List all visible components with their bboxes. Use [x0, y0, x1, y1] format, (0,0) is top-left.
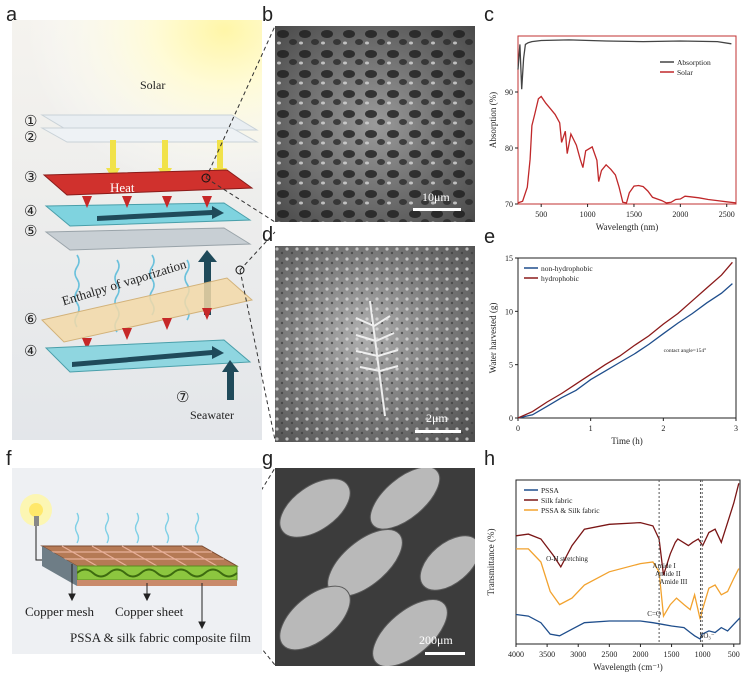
legend-label-0: non-hydrophobic	[541, 264, 593, 273]
mesh-layer	[44, 227, 252, 251]
copper-mesh-label: Copper mesh	[25, 604, 94, 619]
legend-label-0: Absorption	[677, 58, 711, 67]
series-line-0	[517, 39, 732, 90]
heat-label: Heat	[110, 180, 135, 195]
y-axis-label: Transmittance (%)	[486, 529, 496, 596]
plot-frame	[517, 257, 737, 419]
chart-c: 500 1000 1500 2000 2500 70 80 90 Wavelength (nm)…	[488, 35, 737, 232]
x-tick-label: 3000	[570, 650, 586, 659]
panel-a-schematic	[12, 20, 262, 440]
x-tick-label: 500	[728, 650, 740, 659]
marker-3: ③	[24, 170, 38, 186]
ftir-annotation-1: Amide I	[653, 562, 677, 570]
panel-a-label: a	[6, 4, 18, 26]
marker-1: ①	[24, 114, 38, 130]
panel-g-label: g	[262, 448, 274, 470]
legend-label-0: PSSA	[541, 486, 560, 495]
series-line-1	[517, 95, 737, 204]
y-tick-label: 5	[509, 361, 513, 370]
plot-frame	[517, 35, 737, 205]
y-tick-label: 90	[505, 88, 513, 97]
y-axis-label: Absorption (%)	[488, 92, 498, 148]
x-tick-label: 2500	[719, 210, 735, 219]
glass-plate-1	[40, 114, 259, 131]
dendrite	[355, 300, 399, 417]
x-tick-label: 2500	[601, 650, 617, 659]
scale-bar-d: 2μm	[426, 411, 448, 425]
y-axis-label: Water harvested (g)	[488, 303, 498, 374]
ftir-annotation-0: O-H stretching	[546, 555, 588, 563]
series-line-0	[517, 283, 733, 419]
ftir-annotation-2: Amide II	[655, 570, 681, 578]
x-tick-label: 1000	[580, 210, 596, 219]
legend-label-1: Silk fabric	[541, 496, 573, 505]
x-tick-label: 1500	[664, 650, 680, 659]
ftir-annotation-3: Amide III	[660, 578, 688, 586]
absorber-layer	[42, 169, 254, 196]
x-tick-label: 2000	[672, 210, 688, 219]
x-tick-label: 500	[535, 210, 547, 219]
marker-6: ⑥	[24, 312, 38, 328]
panel-f-label: f	[6, 448, 12, 470]
y-tick-label: 80	[505, 144, 513, 153]
plot-frame	[515, 479, 741, 645]
seawater-label: Seawater	[190, 408, 234, 422]
series-line-1	[515, 483, 740, 576]
panel-d-label: d	[262, 224, 274, 246]
chart-h: 4000 3500 3000 2500 2000 1500 1000 500 Wavelengt…	[486, 479, 741, 672]
panel-b-label: b	[262, 4, 274, 26]
x-tick-label: 3	[734, 424, 738, 433]
y-tick-label: 0	[509, 414, 513, 423]
panel-f-schematic	[12, 468, 262, 654]
x-tick-label: 0	[516, 424, 520, 433]
x-tick-label: 3500	[539, 650, 555, 659]
y-tick-label: 15	[505, 254, 513, 263]
x-axis-label: Time (h)	[611, 436, 642, 446]
contact-angle-annotation: contact angle=154°	[664, 347, 707, 354]
x-tick-label: 2	[661, 424, 665, 433]
x-tick-label: 1500	[626, 210, 642, 219]
x-tick-label: 2000	[632, 650, 648, 659]
x-axis-label: Wavelength (nm)	[596, 222, 659, 232]
marker-7: ⑦	[176, 390, 190, 406]
scale-bar-b: 10μm	[422, 190, 450, 204]
x-tick-label: 4000	[508, 650, 524, 659]
legend-label-1: Solar	[677, 68, 693, 77]
y-tick-label: 10	[505, 307, 513, 316]
x-tick-label: 1	[589, 424, 593, 433]
marker-4: ④	[24, 204, 38, 220]
chart-e: 0 1 2 3 0 5 10 15 Time (h) Water harvested (g) non…	[488, 254, 738, 446]
sem-image-b	[275, 26, 475, 222]
ftir-annotation-4: C=O	[647, 610, 661, 618]
panel-c-label: c	[484, 4, 494, 26]
marker-2: ②	[24, 130, 38, 146]
scale-bar-g: 200μm	[419, 633, 453, 647]
legend-label-1: hydrophobic	[541, 274, 580, 283]
copper-sheet-label: Copper sheet	[115, 604, 184, 619]
marker-5: ⑤	[24, 224, 38, 240]
series-line-0	[515, 613, 741, 641]
condenser-layer	[41, 277, 254, 343]
x-tick-label: 1000	[695, 650, 711, 659]
y-tick-label: 70	[505, 200, 513, 209]
panel-h-label: h	[484, 448, 496, 470]
sem-image-g	[275, 468, 475, 666]
glass-plate-2	[40, 127, 259, 143]
marker-4b: ④	[24, 344, 38, 360]
series-line-1	[517, 261, 733, 419]
legend-label-2: PSSA & Silk fabric	[541, 506, 600, 515]
composite-film-label: PSSA & silk fabric composite film	[70, 630, 251, 645]
ftir-annotation-5: SO₃⁻	[699, 632, 714, 640]
panel-e-label: e	[484, 226, 496, 248]
sem-image-d	[275, 246, 475, 442]
series-line-2	[516, 548, 740, 620]
x-axis-label: Wavelength (cm⁻¹)	[593, 662, 662, 672]
solar-label: Solar	[140, 78, 166, 92]
